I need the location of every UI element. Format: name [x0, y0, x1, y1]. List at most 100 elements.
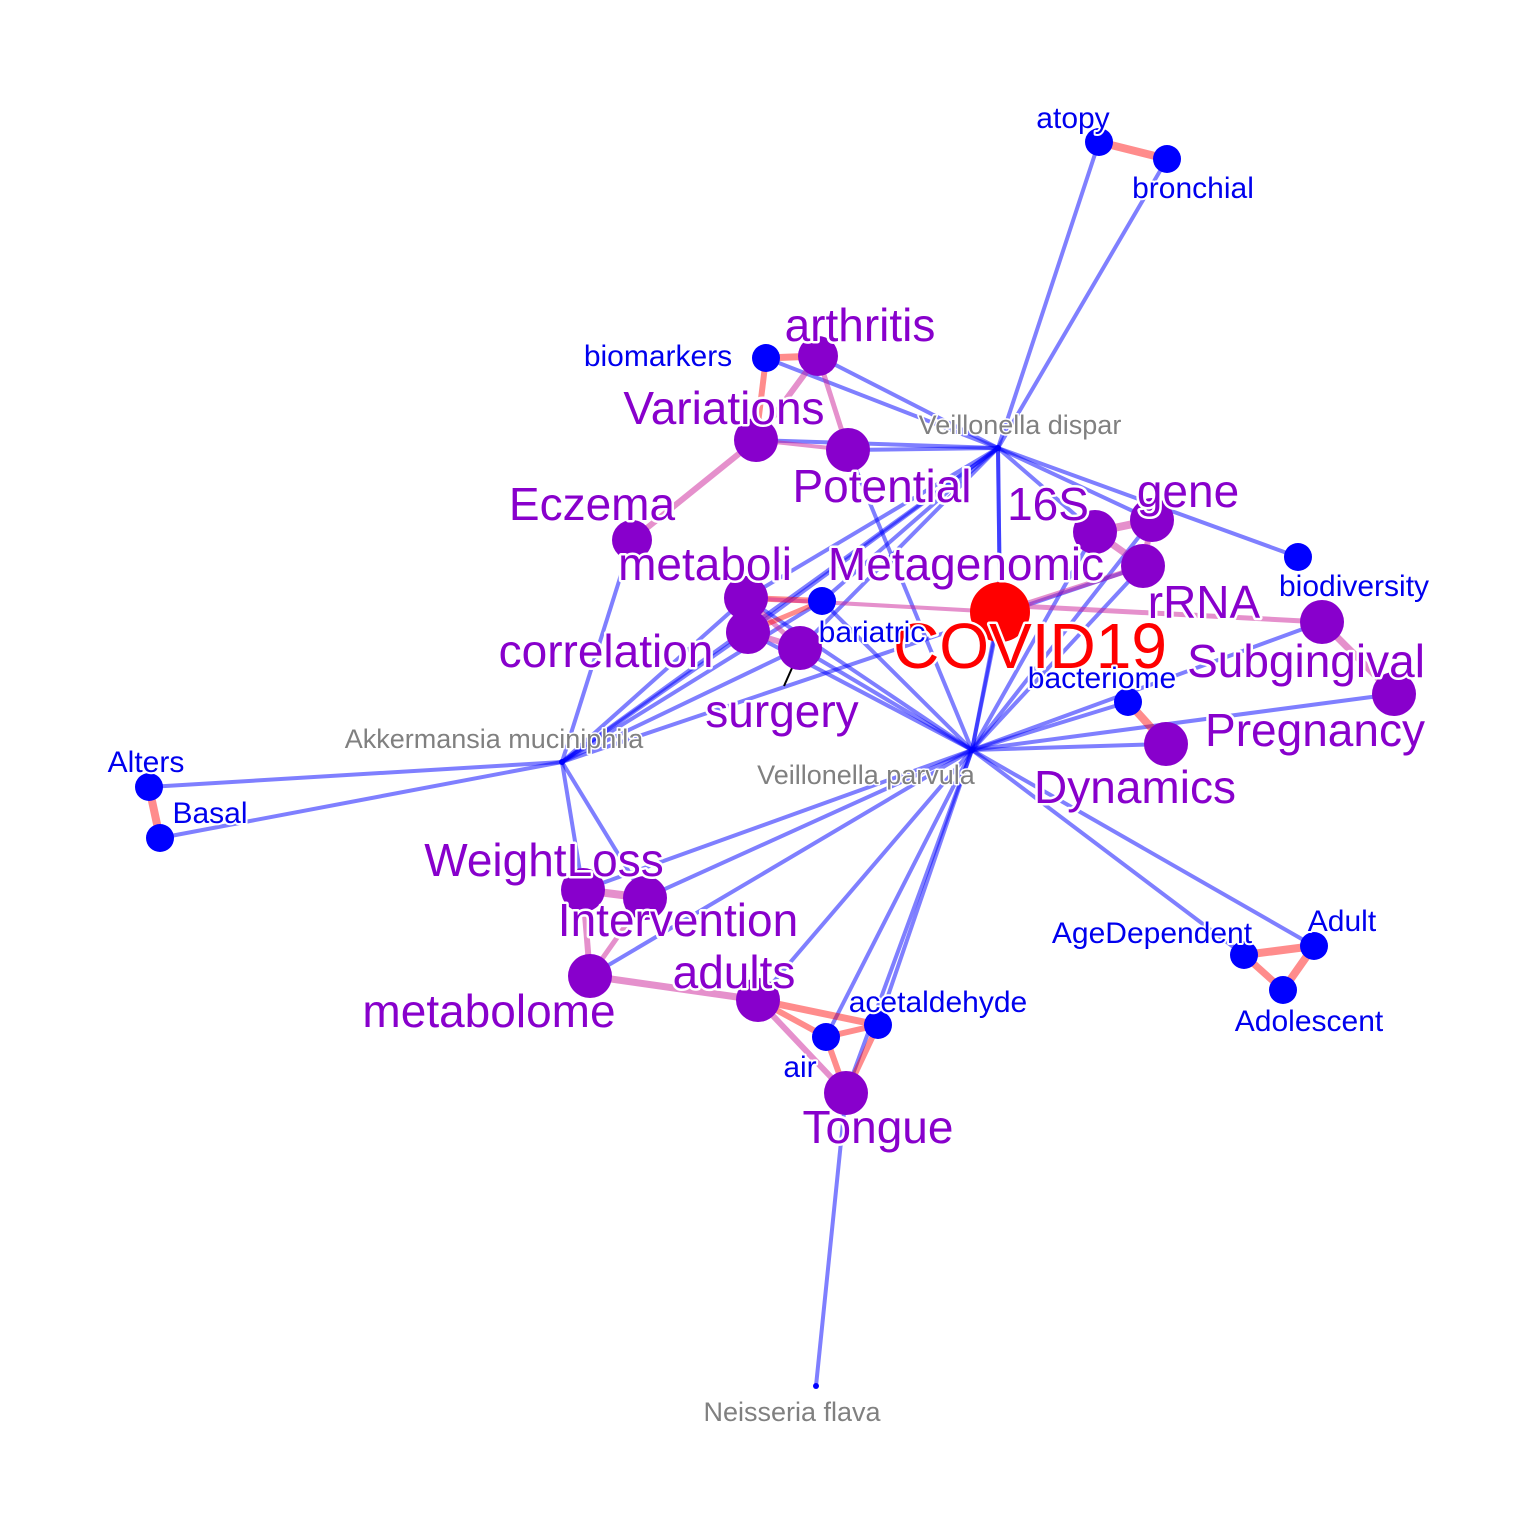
node-label-acetaldehyde: acetaldehyde: [849, 986, 1027, 1019]
node-adult[interactable]: [1300, 932, 1328, 960]
node-variations[interactable]: [734, 418, 778, 462]
species-edge-vdis-bariatric: [820, 446, 1000, 603]
node-label-adults: adults: [673, 946, 796, 998]
node-metagenomic[interactable]: [1121, 544, 1165, 588]
node-label-agedependent: AgeDependent: [1052, 917, 1253, 950]
node-agedependent[interactable]: [1230, 941, 1258, 969]
species-edge-vpar-subgingival: [971, 620, 1323, 752]
node-bariatric[interactable]: [808, 587, 836, 615]
species-edge-vdis-bronchial: [996, 157, 1169, 450]
node-label-intervention: Intervention: [558, 894, 798, 946]
node-label-dynamics: Dynamics: [1034, 761, 1236, 813]
node-surgery[interactable]: [778, 626, 822, 670]
species-edge-vpar-surgery: [798, 646, 974, 752]
cooccurrence-edge-rrna-subgingival: [999, 602, 1323, 625]
node-weightloss[interactable]: [561, 868, 605, 912]
species-edge-vdis-rrna: [996, 447, 1002, 606]
node-adolescent[interactable]: [1269, 976, 1297, 1004]
node-label-alters: Alters: [108, 746, 185, 779]
species-edge-vpar-acetaldehyde: [876, 749, 974, 1026]
node-air[interactable]: [812, 1023, 840, 1051]
species-edge-akk-intervention: [560, 760, 647, 900]
species-edge-vpar-potential: [846, 449, 974, 751]
node-label-adolescent: Adolescent: [1235, 1005, 1384, 1038]
species-hub-vpar[interactable]: [969, 747, 975, 753]
node-label-metabolome: metabolome: [362, 985, 615, 1037]
node-label-potential: Potential: [792, 460, 971, 512]
node-atopy[interactable]: [1085, 128, 1113, 156]
species-edge-vpar-intervention: [644, 748, 973, 900]
species-edge-vdis-atopy: [996, 141, 1101, 449]
node-label-correlation: correlation: [499, 625, 714, 677]
node-label-pregnancy: Pregnancy: [1205, 704, 1425, 756]
node-bronchial[interactable]: [1153, 145, 1181, 173]
species-label-vpar: Veillonella parvula: [757, 760, 976, 790]
node-biodiversity[interactable]: [1284, 543, 1312, 571]
node-adults[interactable]: [736, 978, 780, 1022]
node-intervention[interactable]: [623, 876, 667, 920]
species-edge-vpar-metagenomic: [970, 564, 1145, 752]
cooccurrence-edge-metaboli-covid: [745, 596, 1001, 614]
node-label-bronchial: bronchial: [1132, 172, 1254, 205]
species-label-vdis: Veillonella dispar: [919, 410, 1122, 440]
node-pregnancy[interactable]: [1144, 722, 1188, 766]
species-edge-vdis-potential: [847, 446, 999, 452]
node-acetaldehyde[interactable]: [864, 1011, 892, 1039]
node-bacteriome[interactable]: [1114, 688, 1142, 716]
node-label-s16: 16S: [1007, 478, 1089, 530]
species-edge-vpar-agedependent: [970, 748, 1246, 957]
species-edge-vpar-pregnancy: [971, 742, 1167, 752]
node-basal[interactable]: [146, 824, 174, 852]
label-layer: atopy bronchial biomarkers arthritis Variati…: [106, 100, 1431, 1429]
node-layer: [135, 128, 1416, 1389]
species-edge-nfl-tongue: [814, 1092, 848, 1387]
species-edge-vpar-weightloss: [582, 748, 973, 892]
cooccurrence-edge-metabolome-adults: [589, 972, 759, 1004]
node-label-gene: gene: [1137, 465, 1239, 517]
node-alters[interactable]: [135, 773, 163, 801]
species-edge-vpar-adult: [971, 748, 1315, 948]
node-label-air: air: [783, 1051, 816, 1084]
node-label-biomarkers: biomarkers: [584, 340, 732, 373]
node-arthritis[interactable]: [798, 336, 838, 376]
species-edge-vpar-gene: [970, 518, 1154, 752]
species-hub-vdis[interactable]: [995, 445, 1001, 451]
node-metaboli[interactable]: [724, 576, 768, 620]
node-label-tongue: Tongue: [803, 1101, 954, 1153]
node-s16[interactable]: [1073, 510, 1117, 554]
species-edge-vpar-s16: [970, 531, 1097, 751]
node-eczema[interactable]: [612, 520, 652, 560]
node-subgingival[interactable]: [1300, 600, 1344, 644]
node-label-biodiversity: biodiversity: [1279, 570, 1429, 603]
cooccurrence-edge-variations-eczema: [630, 437, 758, 543]
species-edge-akk-metaboli: [560, 596, 748, 764]
node-biomarkers[interactable]: [752, 344, 780, 372]
node-label-basal: Basal: [172, 797, 247, 830]
node-metabolome[interactable]: [568, 954, 612, 998]
node-label-variations: Variations: [623, 382, 824, 434]
node-label-bariatric: bariatric: [819, 616, 926, 649]
node-label-covid: COVID19: [893, 610, 1167, 682]
species-edge-vpar-adults: [756, 748, 974, 1002]
node-label-atopy: atopy: [1036, 102, 1109, 135]
species-edge-akk-eczema: [560, 539, 634, 763]
node-label-adult: Adult: [1308, 905, 1377, 938]
node-covid[interactable]: [970, 582, 1030, 642]
node-label-weightloss: WeightLoss: [424, 834, 664, 886]
node-label-metaboli: metaboli: [618, 538, 792, 590]
species-hub-nfl[interactable]: [813, 1383, 819, 1389]
node-correlation[interactable]: [726, 610, 770, 654]
node-label-subgingival: Subgingival: [1187, 635, 1425, 687]
node-label-bacteriome: bacteriome: [1028, 662, 1176, 695]
node-dynamics[interactable]: [1372, 672, 1416, 716]
species-edge-vdis-arthritis: [817, 354, 999, 450]
node-gene[interactable]: [1130, 498, 1174, 542]
node-label-eczema: Eczema: [509, 478, 676, 530]
node-tongue[interactable]: [824, 1071, 868, 1115]
species-edge-vpar-dynamics: [971, 692, 1395, 752]
species-edge-vdis-metaboli: [744, 446, 1000, 600]
species-label-nfl: Neisseria flava: [703, 1397, 881, 1427]
node-potential[interactable]: [826, 428, 870, 472]
species-hub-akk[interactable]: [559, 759, 565, 765]
